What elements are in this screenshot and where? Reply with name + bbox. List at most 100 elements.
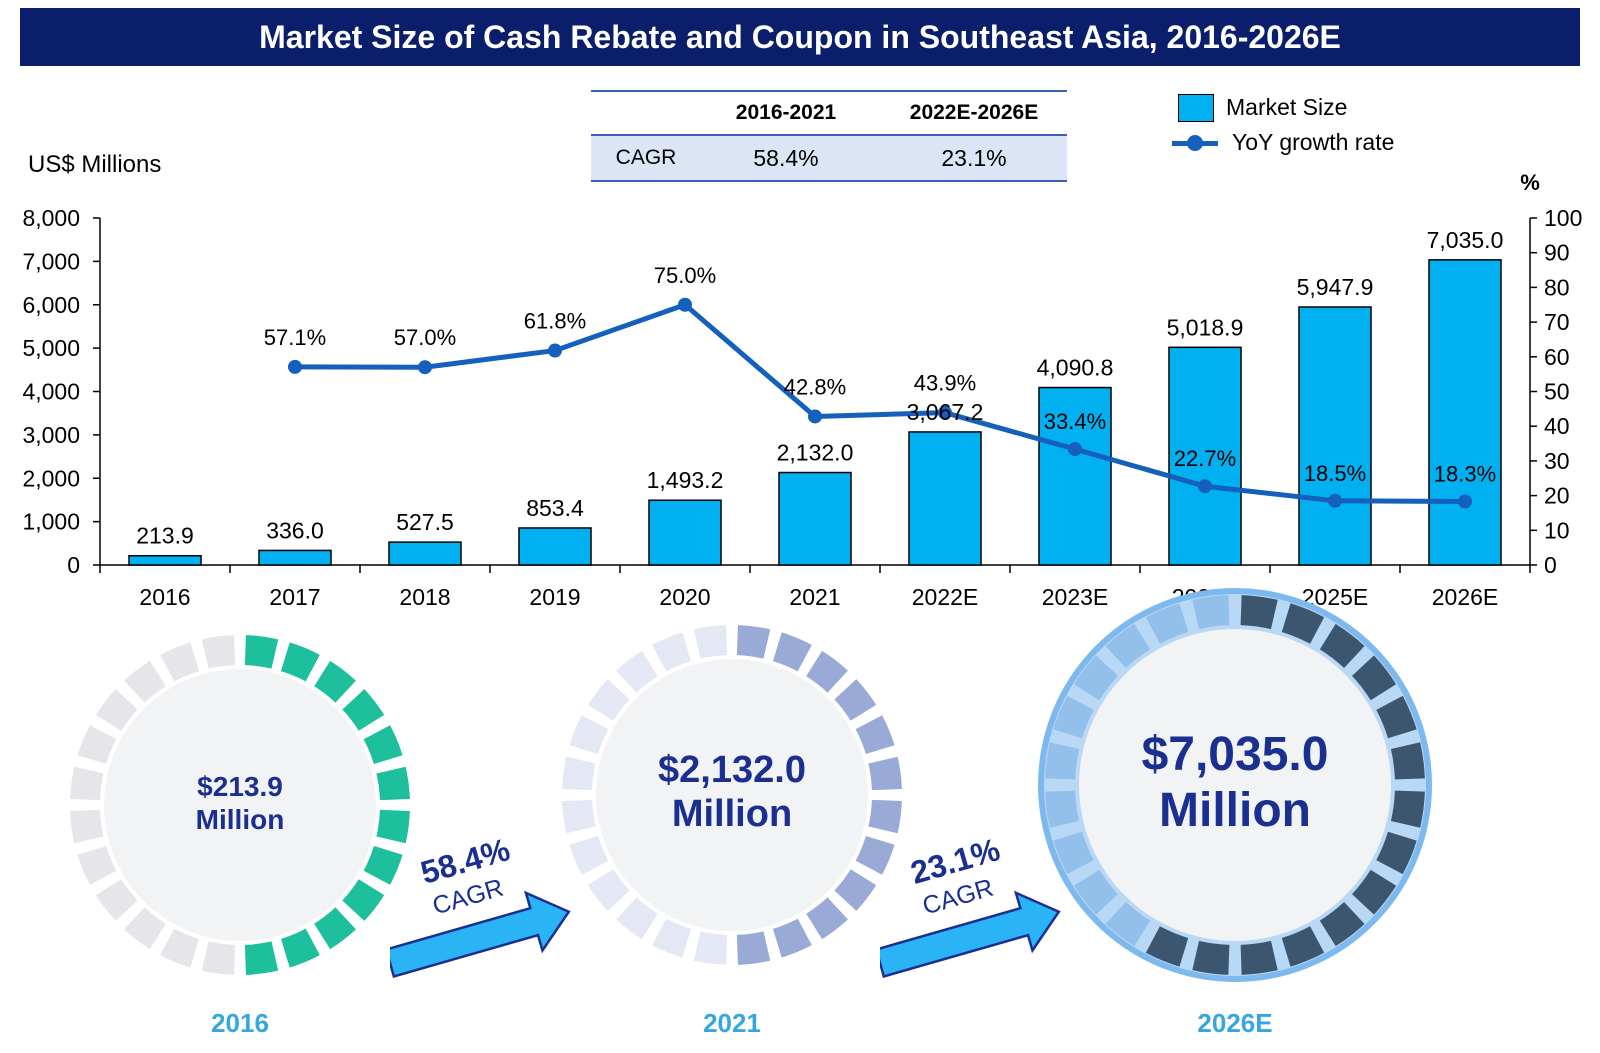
- bar: [778, 471, 852, 566]
- y-tick-label-left: 1,000: [22, 509, 80, 535]
- circle-segment: [1145, 926, 1189, 967]
- circle-segment: [70, 809, 104, 844]
- circle-segment: [376, 809, 410, 844]
- bar: [1168, 346, 1242, 566]
- y-axis-label: US$ Millions: [28, 151, 161, 178]
- growth-line: [288, 297, 1472, 509]
- circle-segment: [77, 845, 117, 885]
- cagr-arrow: 58.4% CAGR: [384, 825, 590, 985]
- growth-point: [678, 297, 692, 312]
- bar: [1428, 259, 1502, 566]
- y-tick-label-right: 40: [1544, 413, 1570, 439]
- x-tick-label: 2017: [269, 584, 320, 610]
- table-header-2022e-2026e: 2022E-2026E: [909, 101, 1039, 124]
- circle-segment: [160, 928, 200, 968]
- circle-segment: [160, 642, 200, 682]
- circle-segment: [806, 650, 848, 693]
- circle-segment: [1073, 869, 1118, 915]
- x-tick-label: 2016: [139, 584, 190, 610]
- bar: [258, 549, 332, 566]
- bar: [648, 499, 722, 566]
- circle-segment: [363, 845, 403, 885]
- x-tick-label: 2019: [529, 584, 580, 610]
- legend-line-label: YoY growth rate: [1232, 129, 1395, 155]
- circle-year-label: 2021: [703, 1008, 761, 1038]
- growth-value-label: 61.8%: [524, 309, 586, 334]
- table-row-bg: [591, 136, 1067, 180]
- y-tick-label-left: 6,000: [22, 292, 80, 318]
- growth-point: [938, 405, 952, 420]
- circle-segment: [124, 660, 166, 703]
- circle-segment: [201, 941, 236, 975]
- y-tick-label-left: 4,000: [22, 379, 80, 405]
- bar-value-label: 527.5: [396, 509, 454, 535]
- bar-value-label: 336.0: [266, 517, 324, 543]
- y-tick-label-right: 30: [1544, 448, 1570, 474]
- growth-value-label: 22.7%: [1174, 446, 1236, 471]
- y-tick-label-right: 80: [1544, 274, 1570, 300]
- circle-segment: [124, 907, 166, 950]
- circle-segment: [1053, 695, 1094, 739]
- table-row-label: CAGR: [615, 146, 677, 169]
- y-tick-label-left: 5,000: [22, 335, 80, 361]
- y-tick-label-right: 70: [1544, 309, 1570, 335]
- table-bottom-rule: [591, 180, 1067, 182]
- arrow-shape: [874, 890, 1061, 979]
- circle-segment: [1045, 742, 1080, 780]
- circle-segment: [1192, 595, 1230, 630]
- circle-segment: [855, 835, 895, 875]
- circle-year-label: 2026E: [1197, 1008, 1273, 1038]
- growth-value-label: 42.8%: [784, 374, 846, 399]
- table-value-2016-2021: 58.4%: [753, 145, 819, 171]
- circle-value: $2,132.0: [658, 749, 806, 792]
- y-tick-label-left: 7,000: [22, 248, 80, 274]
- growth-value-label: 75.0%: [654, 263, 716, 288]
- circle-segment: [1045, 790, 1080, 828]
- bar: [388, 541, 462, 566]
- arrow-body: [384, 890, 571, 979]
- circle-segment: [314, 907, 356, 950]
- axes: 0 1,000 2,000 3,000 4,000 5,000 6,000 7,000 8,00…: [22, 205, 1582, 610]
- circle-segment: [868, 756, 902, 791]
- circle-segment: [693, 931, 728, 965]
- circle-segment: [569, 715, 609, 755]
- circle-segment: [314, 660, 356, 703]
- circle-segment: [1319, 902, 1365, 947]
- growth-value-label: 18.3%: [1434, 461, 1496, 486]
- arrow-body: [874, 890, 1061, 979]
- bar: [1298, 306, 1372, 566]
- bar-value-label: 7,035.0: [1427, 227, 1504, 253]
- bars: [128, 259, 1502, 566]
- circle-segment: [616, 650, 658, 693]
- circle-center: [596, 659, 868, 931]
- y-tick-label-right: 10: [1544, 517, 1570, 543]
- bar-value-label: 2,132.0: [777, 440, 854, 466]
- circle-segment: [1145, 603, 1189, 644]
- y-tick-label-right: 20: [1544, 483, 1570, 509]
- circle-segment: [1352, 655, 1397, 701]
- circle-ring: [1038, 588, 1432, 982]
- circle-segment: [569, 835, 609, 875]
- legend-line-marker: [1187, 135, 1203, 151]
- growth-point: [1198, 479, 1212, 494]
- y-tick-label-left: 8,000: [22, 205, 80, 231]
- circle-value-label: $7,035.0 Million: [1035, 727, 1435, 837]
- bar-value-label: 213.9: [136, 523, 194, 549]
- x-tick-label: 2018: [399, 584, 450, 610]
- bar: [518, 527, 592, 566]
- growth-point: [1328, 493, 1342, 508]
- x-tick-label: 2021: [789, 584, 840, 610]
- circle-segment: [1376, 831, 1417, 875]
- circle-segment: [1352, 869, 1397, 915]
- circle-segment: [244, 635, 279, 669]
- y-tick-label-right: 50: [1544, 379, 1570, 405]
- legend: Market Size YoY growth rate: [1170, 90, 1470, 170]
- circle-segment: [652, 632, 692, 672]
- circle-unit: Million: [1159, 783, 1311, 837]
- circle-ring: [562, 625, 902, 965]
- circle-segment: [342, 689, 385, 731]
- circle-segment: [616, 897, 658, 940]
- market-circle-2026e: $7,035.0 Million: [1035, 585, 1435, 985]
- circle-segment: [1073, 655, 1118, 701]
- circle-segment: [1281, 926, 1325, 967]
